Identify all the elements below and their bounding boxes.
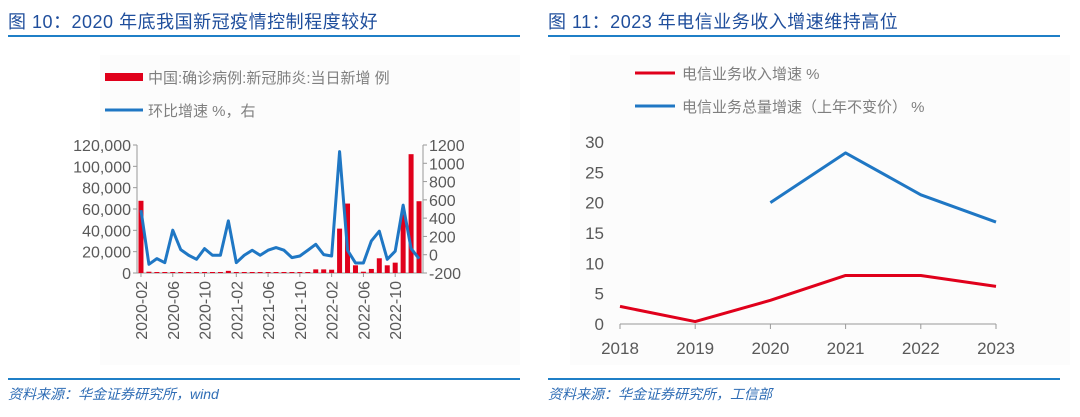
left-figure: 图 10：2020 年底我国新冠疫情控制程度较好 中国:确诊病例:新冠肺炎:当日… [0, 0, 520, 417]
x-tick-label: 2020-10 [198, 281, 215, 340]
right-tick-label: 800 [429, 175, 456, 192]
x-tick-label: 2022-02 [325, 281, 342, 340]
x-tick-label: 2021-06 [261, 281, 278, 340]
bar [321, 269, 327, 273]
right-chart: 电信业务收入增速 % 电信业务总量增速（上年不变价） % 0 5 10 15 20 25 30 2… [570, 55, 1070, 365]
bar [416, 201, 422, 273]
bar [217, 272, 223, 273]
bar [400, 214, 406, 273]
right-tick-label: -200 [429, 266, 461, 283]
bar [408, 154, 414, 273]
x-tick-label: 2022 [902, 339, 940, 358]
left-tick-label: 60,000 [82, 202, 131, 219]
x-tick-label: 2020-02 [134, 281, 151, 340]
left-source-divider [8, 378, 520, 380]
left-tick-label: 80,000 [82, 181, 131, 198]
x-tick-label: 2022-10 [388, 281, 405, 340]
bar [170, 272, 176, 273]
bar [146, 271, 152, 273]
bar [225, 270, 231, 273]
x-tick-label: 2021 [827, 339, 865, 358]
bar [257, 272, 263, 273]
bar [178, 272, 184, 273]
bar [297, 272, 303, 273]
plot-background [100, 55, 520, 365]
bar [352, 265, 358, 273]
x-tick-label: 2020 [751, 339, 789, 358]
left-tick-label: 0 [122, 266, 131, 283]
bar [376, 258, 382, 273]
left-tick-label: 20,000 [82, 245, 131, 262]
right-tick-label: 200 [429, 229, 456, 246]
left-tick-label: 120,000 [73, 138, 131, 155]
x-tick-label: 2021-02 [229, 281, 246, 340]
bar [337, 228, 343, 273]
right-figure-title: 图 11：2023 年电信业务收入增速维持高位 [548, 12, 899, 32]
legend-bar-swatch [105, 73, 143, 81]
right-tick-label: 0 [429, 248, 438, 265]
bar [368, 268, 374, 273]
bar [162, 272, 168, 273]
bar [154, 272, 160, 273]
right-tick-label: 400 [429, 211, 456, 228]
left-source: 资料来源：华金证券研究所，wind [8, 386, 219, 402]
bar [209, 272, 215, 273]
y-tick-label: 20 [585, 194, 604, 213]
y-tick-label: 5 [595, 285, 604, 304]
y-tick-label: 25 [585, 163, 604, 182]
legend-label: 电信业务收入增速 % [682, 66, 820, 83]
left-title-divider [8, 35, 520, 37]
bar [233, 272, 239, 273]
right-figure: 图 11：2023 年电信业务收入增速维持高位 电信业务收入增速 % 电信业务总量… [540, 0, 1070, 417]
x-tick-label: 2023 [977, 339, 1015, 358]
bar [138, 200, 144, 273]
bar [241, 272, 247, 273]
right-source: 资料来源：华金证券研究所，工信部 [548, 386, 772, 402]
y-tick-label: 15 [585, 224, 604, 243]
legend-line-label: 环比增速 %，右 [148, 103, 256, 120]
y-tick-label: 0 [595, 315, 604, 334]
legend-bar-label: 中国:确诊病例:新冠肺炎:当日新增 例 [148, 70, 390, 87]
x-tick-label: 2018 [601, 339, 639, 358]
x-tick-label: 2020-06 [166, 281, 183, 340]
bar [265, 272, 271, 273]
right-tick-label: 1000 [429, 156, 465, 173]
bar [392, 262, 398, 273]
y-tick-label: 30 [585, 133, 604, 152]
series-line [619, 273, 997, 324]
x-tick-label: 2022-06 [356, 281, 373, 340]
bar [384, 265, 390, 273]
right-title-divider [548, 35, 1060, 37]
bar [273, 272, 279, 273]
right-tick-label: 600 [429, 193, 456, 210]
right-tick-label: 1200 [429, 138, 465, 155]
bar [360, 271, 366, 273]
bar [289, 272, 295, 273]
growth-line [139, 150, 421, 266]
bar [281, 272, 287, 273]
x-tick-label: 2019 [676, 339, 714, 358]
y-tick-label: 10 [585, 254, 604, 273]
left-figure-title: 图 10：2020 年底我国新冠疫情控制程度较好 [8, 12, 379, 32]
bar [249, 272, 255, 273]
bar [329, 269, 335, 273]
bar [313, 269, 319, 273]
legend-label: 电信业务总量增速（上年不变价） % [682, 99, 925, 116]
left-tick-label: 40,000 [82, 223, 131, 240]
x-tick-label: 2021-10 [293, 281, 310, 340]
bar [202, 272, 208, 273]
bar [186, 272, 192, 273]
left-tick-label: 100,000 [73, 159, 131, 176]
bar [305, 272, 311, 273]
series-line [769, 151, 997, 224]
right-source-divider [548, 378, 1060, 380]
bar [194, 272, 200, 273]
